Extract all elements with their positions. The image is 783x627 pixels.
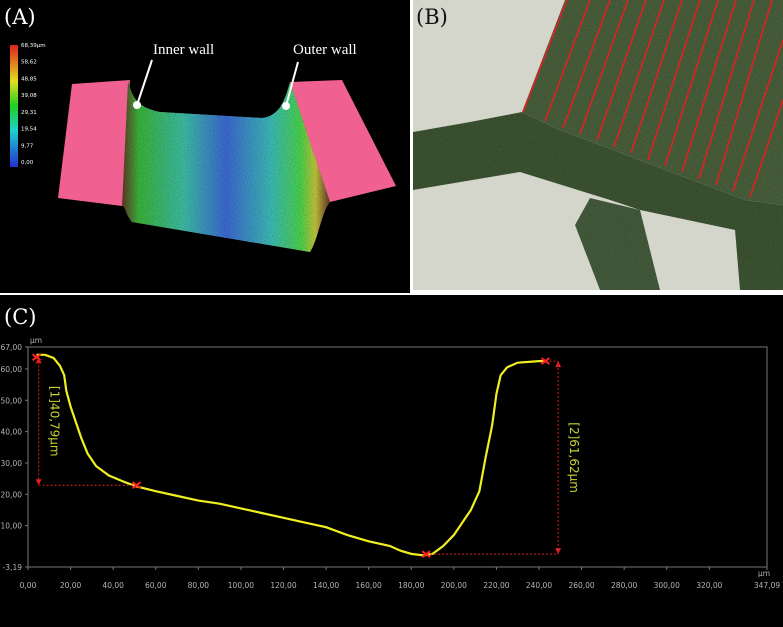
x-tick-label: 347,09 (754, 581, 780, 590)
x-tick-label: 320,00 (696, 581, 722, 590)
x-tick-label: 280,00 (611, 581, 637, 590)
scale-label: 29,31 (21, 110, 37, 116)
panel-label: (A) (4, 5, 36, 29)
scale-label: 19,54 (21, 127, 37, 133)
y-tick-label: 50,00 (1, 396, 23, 405)
y-tick-label: -3,19 (3, 563, 23, 572)
y-tick-label: 10,00 (1, 522, 23, 531)
micrograph (413, 0, 783, 290)
annotation: Outer wall (293, 42, 357, 58)
x-tick-label: 0,00 (20, 581, 37, 590)
measure-label: [1]40,79µm (48, 386, 62, 457)
plot-frame (27, 346, 768, 568)
y-tick-label: 67,00 (1, 343, 23, 352)
measure-label: [2]61,62µm (567, 422, 581, 493)
trough-surface (122, 80, 330, 252)
y-tick-label: 40,00 (1, 428, 23, 437)
left-plate (58, 80, 130, 206)
x-tick-label: 20,00 (60, 581, 82, 590)
scale-label: 0,00 (21, 160, 34, 166)
annotation: Inner wall (153, 42, 214, 58)
scale-label: 9,77 (21, 143, 34, 149)
x-tick-label: 140,00 (313, 581, 339, 590)
measure-point (131, 481, 142, 490)
x-tick-label: 40,00 (102, 581, 124, 590)
y-tick-label: 20,00 (1, 490, 23, 499)
pointer-dot (282, 102, 290, 110)
x-unit: µm (758, 569, 770, 578)
right-plate (290, 80, 396, 202)
x-tick-label: 60,00 (145, 581, 167, 590)
divider (0, 293, 783, 295)
y-tick-label: 60,00 (1, 365, 23, 374)
x-tick-label: 220,00 (483, 581, 509, 590)
x-tick-label: 80,00 (188, 581, 210, 590)
color-scale (10, 45, 18, 167)
profile-line (36, 353, 546, 557)
y-unit: µm (30, 336, 42, 345)
measure-point (421, 550, 431, 558)
scale-label: 48,85 (21, 76, 37, 82)
scale-label: 39,08 (21, 93, 37, 99)
scale-label: 68,39µm (21, 43, 46, 49)
x-tick-label: 300,00 (654, 581, 680, 590)
x-tick-label: 240,00 (526, 581, 552, 590)
pointer (285, 61, 299, 107)
scale-label: 58,62 (21, 60, 37, 66)
panel-c (0, 295, 783, 627)
divider (410, 0, 413, 293)
x-tick-label: 180,00 (398, 581, 424, 590)
measure-point (540, 357, 550, 365)
x-tick-label: 120,00 (270, 581, 296, 590)
panel-label: (B) (416, 5, 448, 29)
y-tick-label: 30,00 (1, 459, 23, 468)
scan-lines (522, 0, 783, 198)
x-tick-label: 200,00 (441, 581, 467, 590)
pointer-dot (133, 101, 141, 109)
pointer (136, 59, 153, 106)
x-tick-label: 260,00 (568, 581, 594, 590)
x-tick-label: 160,00 (356, 581, 382, 590)
x-tick-label: 100,00 (228, 581, 254, 590)
panel-label: (C) (4, 305, 36, 329)
